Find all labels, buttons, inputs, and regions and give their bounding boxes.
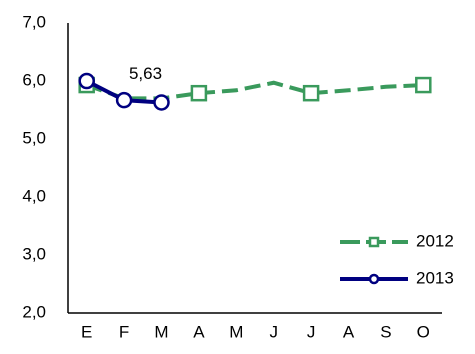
marker [115,91,133,109]
x-tick-label: M [154,322,168,341]
x-tick-label: F [119,322,129,341]
series-line [86,80,424,101]
marker [78,72,95,90]
y-tick-label: 6,0 [22,70,46,89]
marker [190,84,208,102]
x-tick-label: J [307,322,316,341]
x-tick-label: S [380,322,391,341]
x-tick-label: O [417,322,430,341]
y-tick-label: 5,0 [22,128,46,147]
x-tick-label: A [343,322,355,341]
x-tick-label: E [81,322,92,341]
marker [153,94,170,111]
marker [302,84,320,102]
y-tick-label: 3,0 [22,244,46,263]
marker [415,76,432,94]
data-label: 5,63 [129,64,162,83]
x-tick-label: M [229,322,243,341]
legend-label: 2012 [416,231,454,250]
legend-label: 2013 [416,268,454,287]
y-tick-label: 7,0 [22,12,46,31]
legend-marker [368,273,380,285]
x-tick-label: J [269,322,278,341]
y-tick-label: 2,0 [22,302,46,321]
y-tick-label: 4,0 [22,186,46,205]
x-tick-label: A [193,322,205,341]
legend-marker [368,236,380,248]
